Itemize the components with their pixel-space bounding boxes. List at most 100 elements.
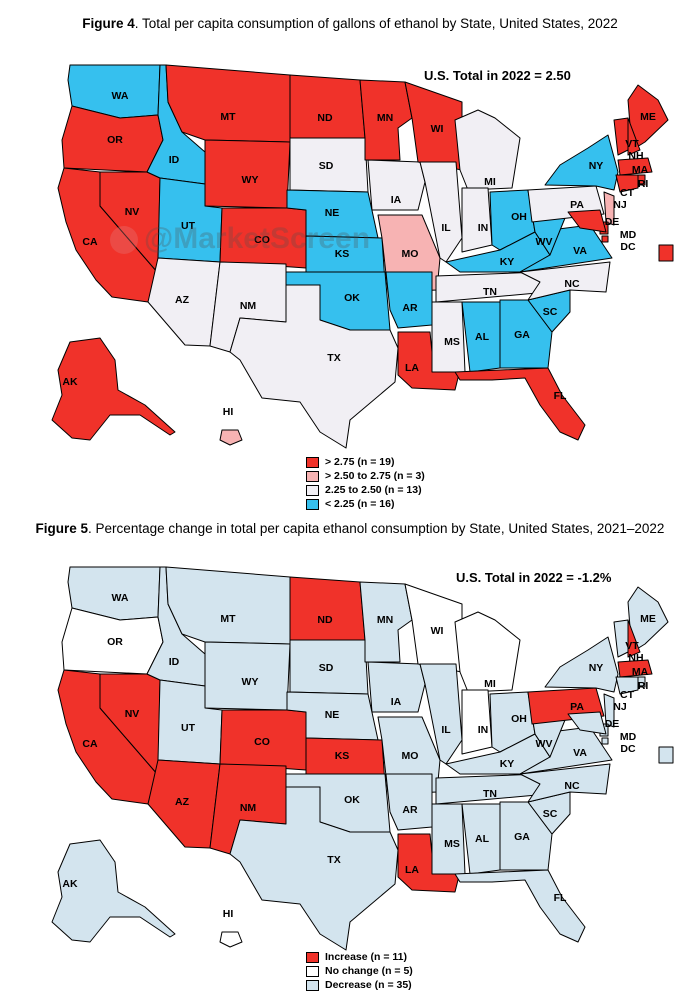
state-ma xyxy=(617,659,653,678)
state-label-tx: TX xyxy=(327,352,340,364)
state-label-or: OR xyxy=(107,636,123,648)
state-label-ut: UT xyxy=(181,722,196,734)
figure-5-number: Figure 5 xyxy=(35,521,89,536)
state-label-sd: SD xyxy=(319,160,334,172)
state-label-ia: IA xyxy=(391,696,402,708)
state-label-il: IL xyxy=(441,724,451,736)
legend-swatch xyxy=(306,965,319,977)
state-fl xyxy=(454,367,586,441)
state-label-ne: NE xyxy=(325,709,340,721)
state-md xyxy=(567,209,607,233)
state-mt xyxy=(165,64,291,143)
state-label-ny: NY xyxy=(589,662,604,674)
state-label-oh: OH xyxy=(511,211,527,223)
state-label-ky: KY xyxy=(500,256,515,268)
legend-label: No change (n = 5) xyxy=(325,965,413,977)
state-label-co: CO xyxy=(254,234,270,246)
state-ia xyxy=(367,661,426,713)
figure-4-map: WA OR CA NV ID MT WY UT CO AZ NM ND SD NE KS OK TX MN IA MO… xyxy=(51,64,674,449)
legend-item: > 2.75 (n = 19) xyxy=(306,455,425,469)
state-nj xyxy=(603,191,615,226)
figure-4-legend: > 2.75 (n = 19) > 2.50 to 2.75 (n = 3) 2.2… xyxy=(306,455,425,511)
state-la xyxy=(397,833,461,893)
state-label-vt: VT xyxy=(625,138,639,150)
legend-item: Increase (n = 11) xyxy=(306,950,413,964)
state-label-mn: MN xyxy=(377,614,393,626)
state-label-mi: MI xyxy=(484,678,496,690)
state-mi xyxy=(454,611,521,693)
state-label-me: ME xyxy=(640,613,656,625)
state-label-sc: SC xyxy=(543,808,558,820)
state-ga xyxy=(499,299,553,369)
state-label-in: IN xyxy=(478,724,489,736)
watermark-logo-icon xyxy=(110,226,138,255)
state-az xyxy=(147,759,221,849)
state-label-wy: WY xyxy=(242,174,259,186)
state-label-nv: NV xyxy=(125,206,140,218)
state-md xyxy=(567,711,607,735)
state-la xyxy=(397,331,461,391)
state-label-nc: NC xyxy=(564,780,580,792)
state-label-al: AL xyxy=(475,331,490,343)
state-label-ne: NE xyxy=(325,207,340,219)
state-label-ut: UT xyxy=(181,220,196,232)
state-label-ky: KY xyxy=(500,758,515,770)
state-ar xyxy=(385,271,433,329)
state-label-ny: NY xyxy=(589,160,604,172)
state-ak xyxy=(51,839,176,943)
state-label-tx: TX xyxy=(327,854,340,866)
legend-label: Decrease (n = 35) xyxy=(325,979,412,991)
state-label-mo: MO xyxy=(402,248,419,260)
watermark: @MarketScreen xyxy=(110,222,370,256)
legend-item: > 2.50 to 2.75 (n = 3) xyxy=(306,469,425,483)
state-label-ct: CT xyxy=(620,187,635,199)
state-label-sc: SC xyxy=(543,306,558,318)
state-label-wi: WI xyxy=(431,123,444,135)
figure-5-map: WA OR CA NV ID MT WY UT CO AZ NM ND SD NE KS OK TX MN IA MO… xyxy=(51,566,674,951)
legend-item: 2.25 to 2.50 (n = 13) xyxy=(306,483,425,497)
state-label-pa: PA xyxy=(570,199,584,211)
state-label-id: ID xyxy=(169,154,180,166)
state-nh xyxy=(627,117,641,156)
state-label-ar: AR xyxy=(402,302,418,314)
legend-swatch xyxy=(306,484,319,496)
state-label-fl: FL xyxy=(554,892,567,904)
state-label-de: DE xyxy=(605,216,620,228)
state-label-mt: MT xyxy=(220,111,236,123)
state-nd xyxy=(289,576,366,641)
state-label-wv: WV xyxy=(536,236,553,248)
state-az xyxy=(147,257,221,347)
state-label-ga: GA xyxy=(514,831,530,843)
state-label-nj: NJ xyxy=(613,701,627,713)
state-ia xyxy=(367,159,426,211)
state-label-in: IN xyxy=(478,222,489,234)
state-ct xyxy=(615,174,639,193)
state-label-pa: PA xyxy=(570,701,584,713)
state-label-wy: WY xyxy=(242,676,259,688)
state-dc xyxy=(601,737,609,745)
legend-label: Increase (n = 11) xyxy=(325,951,408,963)
state-ny xyxy=(544,134,619,191)
state-in xyxy=(461,689,493,755)
state-label-ia: IA xyxy=(391,194,402,206)
state-label-wi: WI xyxy=(431,625,444,637)
state-label-mi: MI xyxy=(484,176,496,188)
state-label-hi: HI xyxy=(223,406,234,418)
state-label-id: ID xyxy=(169,656,180,668)
state-label-me: ME xyxy=(640,111,656,123)
state-label-ct: CT xyxy=(620,689,635,701)
state-label-ak: AK xyxy=(62,878,78,890)
state-in xyxy=(461,187,493,253)
state-label-ma: MA xyxy=(632,666,649,678)
state-label-de: DE xyxy=(605,718,620,730)
state-label-hi: HI xyxy=(223,908,234,920)
state-label-ri: RI xyxy=(638,178,649,190)
state-ms xyxy=(431,803,466,875)
state-label-nv: NV xyxy=(125,708,140,720)
state-label-vt: VT xyxy=(625,640,639,652)
state-label-sd: SD xyxy=(319,662,334,674)
state-label-ga: GA xyxy=(514,329,530,341)
state-label-wv: WV xyxy=(536,738,553,750)
state-label-la: LA xyxy=(405,362,419,374)
state-me xyxy=(627,586,669,653)
